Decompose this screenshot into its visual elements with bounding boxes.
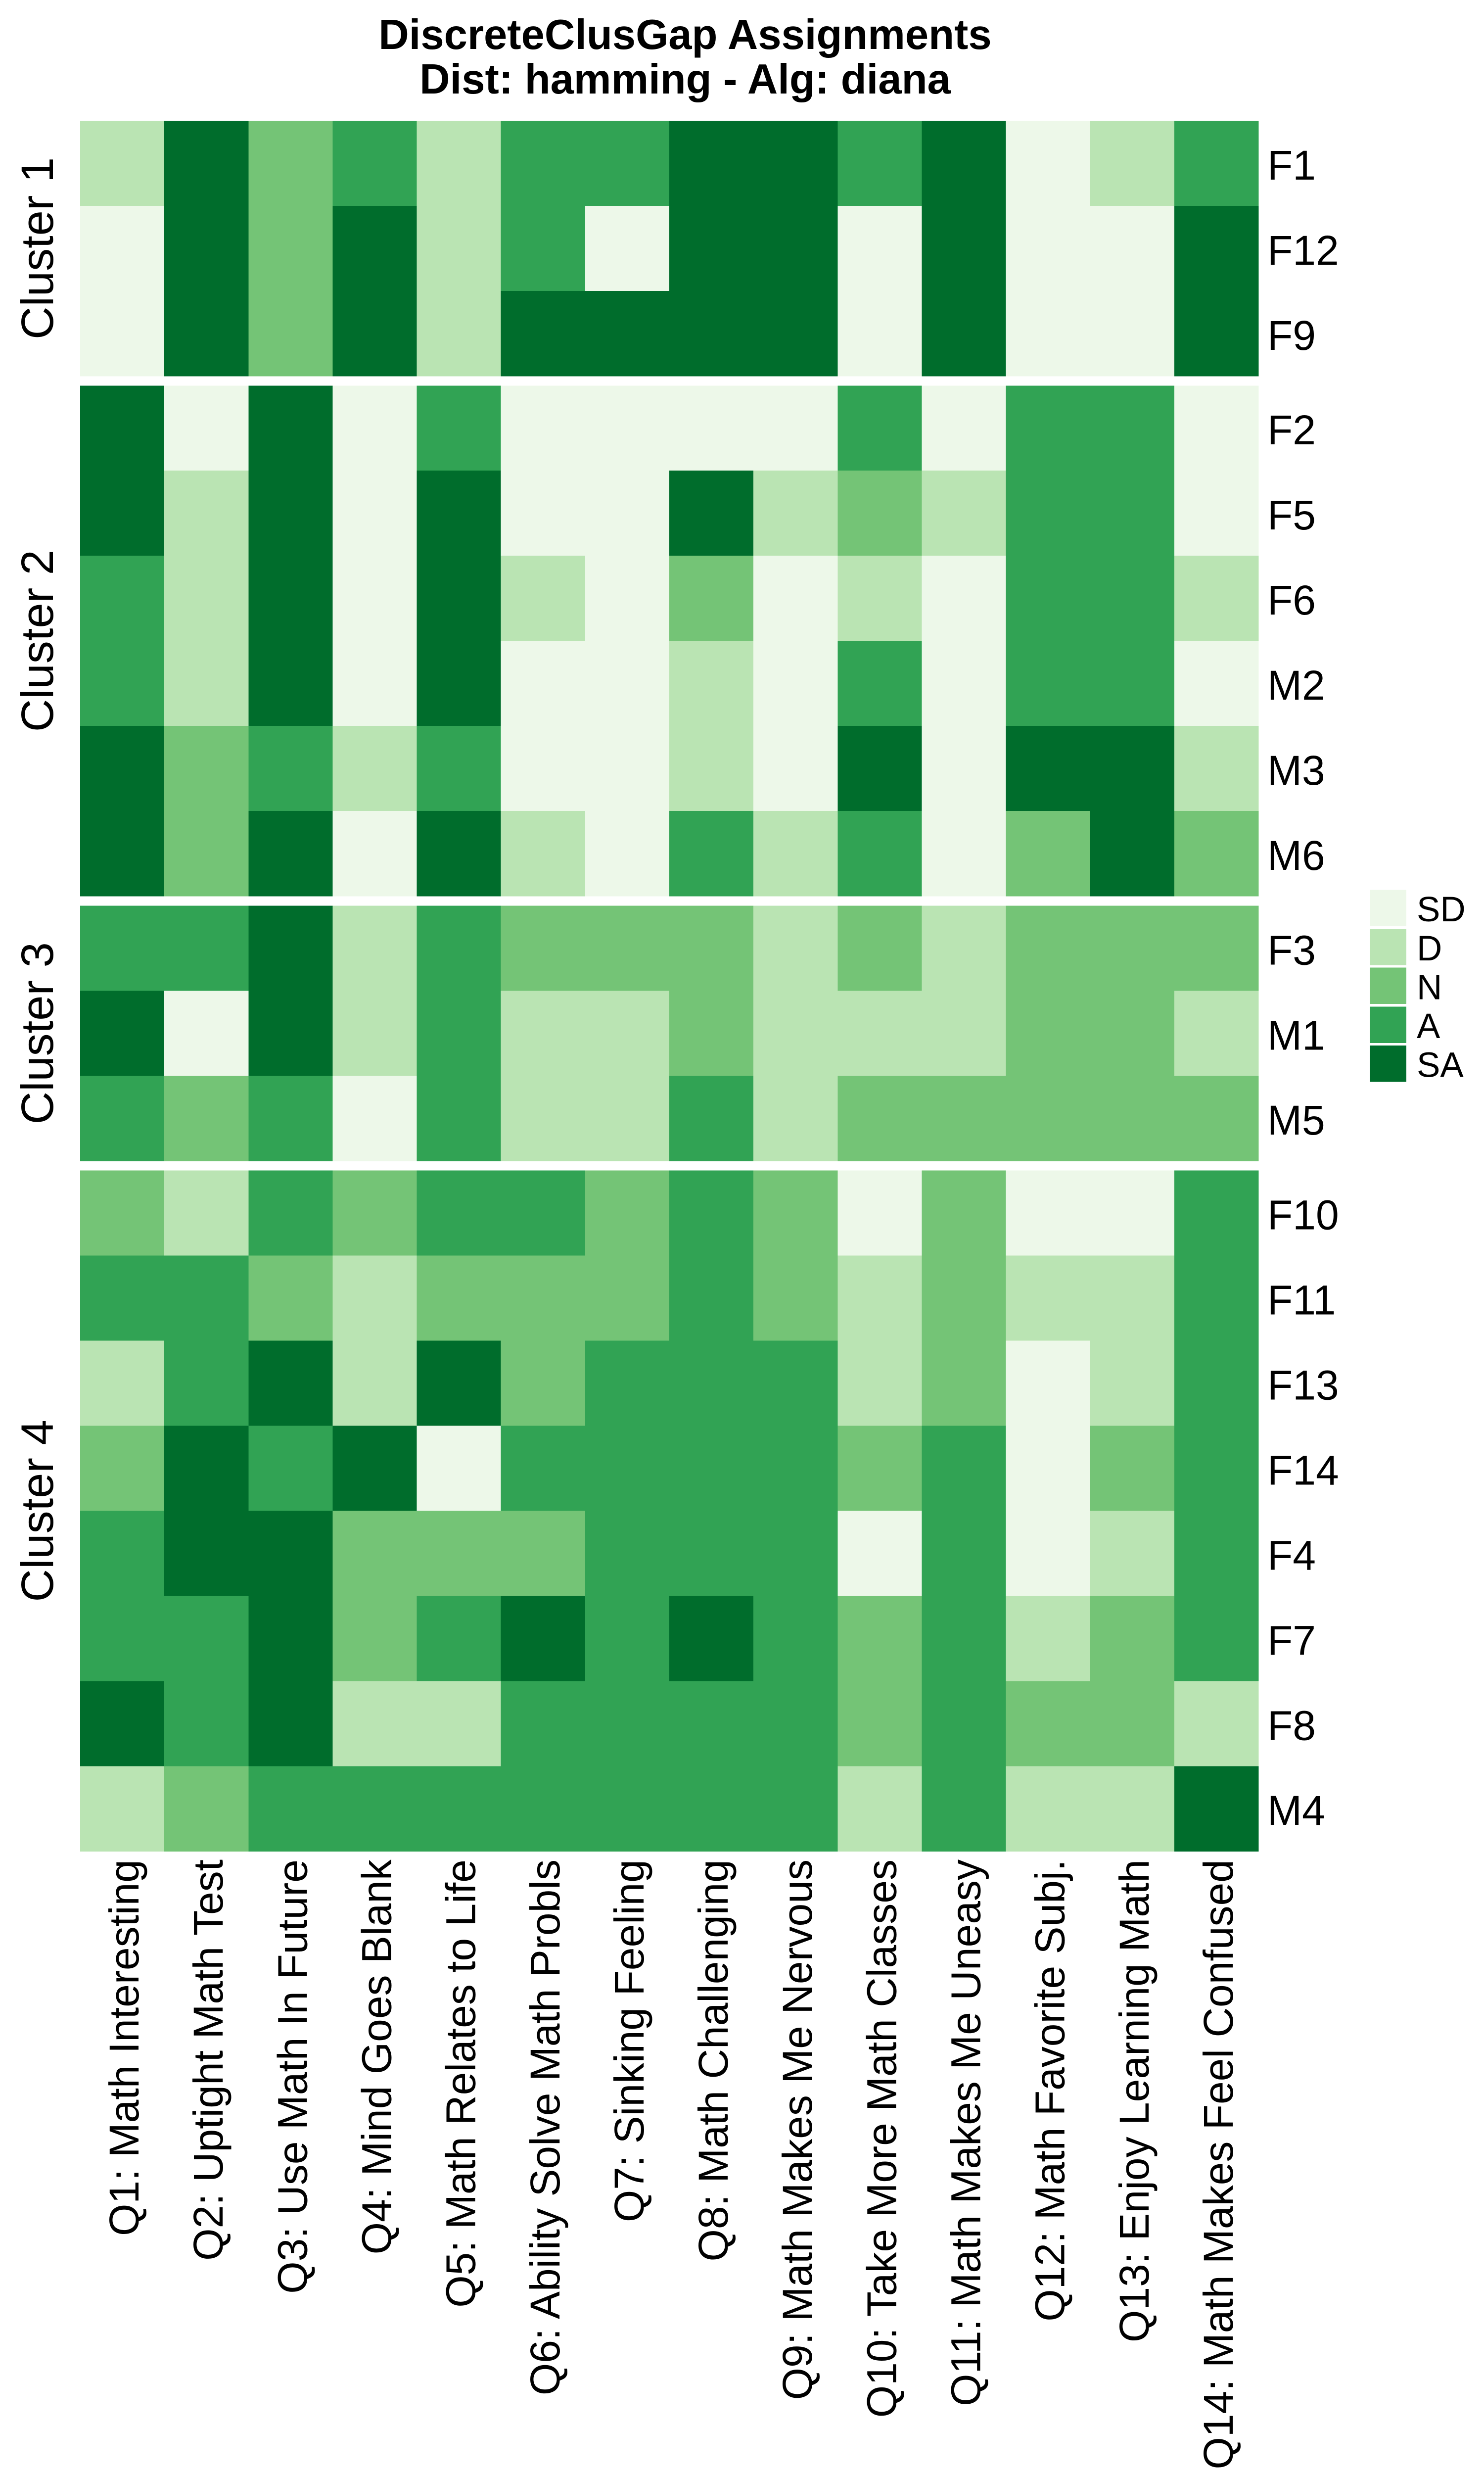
svg-text:Q3: Use Math In Future: Q3: Use Math In Future <box>269 1859 316 2294</box>
svg-text:M3: M3 <box>1267 747 1325 794</box>
svg-text:F10: F10 <box>1267 1192 1339 1238</box>
svg-text:M1: M1 <box>1267 1012 1325 1058</box>
svg-text:F3: F3 <box>1267 927 1316 973</box>
svg-text:F14: F14 <box>1267 1447 1339 1493</box>
svg-text:SA: SA <box>1417 1046 1464 1085</box>
svg-text:F4: F4 <box>1267 1532 1316 1578</box>
svg-text:Q7: Sinking Feeling: Q7: Sinking Feeling <box>606 1859 652 2222</box>
svg-text:F5: F5 <box>1267 492 1316 538</box>
svg-text:Q12: Math Favorite Subj.: Q12: Math Favorite Subj. <box>1027 1859 1073 2322</box>
svg-text:M2: M2 <box>1267 662 1325 709</box>
svg-text:Q14: Math Makes Feel Confused: Q14: Math Makes Feel Confused <box>1195 1859 1242 2470</box>
svg-text:F9: F9 <box>1267 312 1316 359</box>
svg-text:M5: M5 <box>1267 1097 1325 1143</box>
svg-text:F1: F1 <box>1267 142 1316 189</box>
svg-text:Cluster 2: Cluster 2 <box>12 550 63 732</box>
svg-text:F6: F6 <box>1267 577 1316 623</box>
svg-text:Cluster 3: Cluster 3 <box>12 942 63 1124</box>
svg-text:F8: F8 <box>1267 1702 1316 1749</box>
svg-text:F11: F11 <box>1267 1277 1336 1324</box>
svg-text:Q9: Math Makes Me Nervous: Q9: Math Makes Me Nervous <box>774 1859 821 2400</box>
svg-text:M6: M6 <box>1267 832 1325 879</box>
svg-text:Q1: Math Interesting: Q1: Math Interesting <box>101 1859 147 2236</box>
svg-text:Dist: hamming - Alg: diana: Dist: hamming - Alg: diana <box>419 56 951 103</box>
svg-text:DiscreteClusGap Assignments: DiscreteClusGap Assignments <box>378 11 991 58</box>
svg-text:Q5: Math Relates to Life: Q5: Math Relates to Life <box>438 1859 484 2308</box>
svg-text:Cluster 4: Cluster 4 <box>12 1420 63 1602</box>
svg-text:M4: M4 <box>1267 1787 1325 1834</box>
svg-text:Q4: Mind Goes Blank: Q4: Mind Goes Blank <box>354 1859 400 2254</box>
svg-text:Q10: Take More Math Classes: Q10: Take More Math Classes <box>858 1859 905 2418</box>
svg-text:F2: F2 <box>1267 407 1316 453</box>
svg-text:Q11: Math Makes Me Uneasy: Q11: Math Makes Me Uneasy <box>943 1859 989 2406</box>
svg-text:Q2: Uptight Math Test: Q2: Uptight Math Test <box>185 1859 232 2261</box>
svg-text:F7: F7 <box>1267 1617 1316 1664</box>
svg-text:N: N <box>1417 968 1442 1007</box>
svg-text:F13: F13 <box>1267 1362 1339 1409</box>
svg-text:A: A <box>1417 1007 1440 1046</box>
svg-text:Q6: Ability Solve Math Probls: Q6: Ability Solve Math Probls <box>522 1859 568 2395</box>
svg-text:Cluster 1: Cluster 1 <box>12 157 63 339</box>
svg-text:Q13: Enjoy Learning Math: Q13: Enjoy Learning Math <box>1111 1859 1158 2342</box>
svg-text:F12: F12 <box>1267 227 1339 274</box>
svg-text:SD: SD <box>1417 890 1466 929</box>
svg-text:D: D <box>1417 929 1442 968</box>
svg-text:Q8: Math Challenging: Q8: Math Challenging <box>690 1859 737 2261</box>
